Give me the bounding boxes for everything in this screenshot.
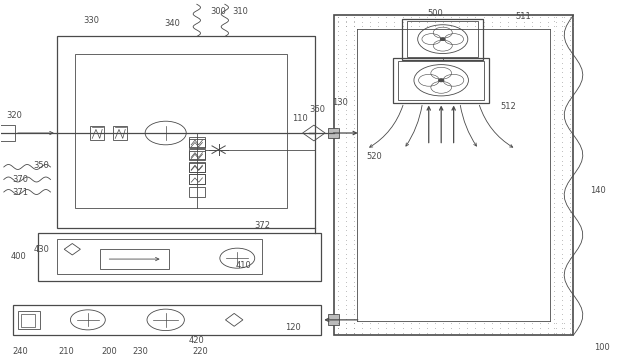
Text: 210: 210 <box>58 347 74 356</box>
Bar <box>189 149 205 159</box>
Bar <box>189 136 205 146</box>
Text: 511: 511 <box>516 12 532 21</box>
Bar <box>407 22 478 57</box>
Text: 410: 410 <box>236 261 251 270</box>
Text: 130: 130 <box>332 98 348 107</box>
Bar <box>76 54 287 208</box>
Text: 220: 220 <box>192 347 208 356</box>
Bar <box>13 305 321 335</box>
Bar <box>189 151 205 160</box>
Text: 240: 240 <box>12 347 29 356</box>
Text: 310: 310 <box>233 7 248 16</box>
Text: 200: 200 <box>102 347 117 356</box>
Bar <box>189 163 205 172</box>
Bar <box>21 314 35 327</box>
Text: 372: 372 <box>254 222 270 230</box>
Bar <box>328 314 339 325</box>
Text: 371: 371 <box>12 187 29 196</box>
Circle shape <box>439 79 444 82</box>
Bar <box>100 249 169 269</box>
Text: 330: 330 <box>83 16 99 25</box>
Text: 512: 512 <box>500 102 516 111</box>
Bar <box>189 174 205 183</box>
Text: 500: 500 <box>427 9 443 18</box>
Text: 300: 300 <box>211 7 227 16</box>
Text: 360: 360 <box>309 105 325 114</box>
Text: 520: 520 <box>366 152 382 161</box>
Bar <box>57 37 315 228</box>
Bar <box>90 126 104 140</box>
Text: 230: 230 <box>133 347 149 356</box>
Bar <box>402 19 483 60</box>
Bar <box>189 162 205 172</box>
Text: 110: 110 <box>291 114 308 123</box>
Text: 140: 140 <box>590 186 607 195</box>
Bar <box>114 126 127 140</box>
Text: 400: 400 <box>10 252 26 261</box>
Text: 340: 340 <box>164 19 180 28</box>
Bar <box>0 125 15 141</box>
Bar <box>189 139 205 148</box>
Circle shape <box>441 38 446 41</box>
Bar <box>57 238 262 274</box>
Text: 320: 320 <box>6 111 22 120</box>
Text: 430: 430 <box>33 245 49 254</box>
Bar <box>18 311 40 329</box>
Text: 120: 120 <box>285 323 301 332</box>
Text: 420: 420 <box>189 336 205 345</box>
Text: 350: 350 <box>33 161 49 170</box>
Bar <box>393 58 489 103</box>
Text: 370: 370 <box>12 175 29 184</box>
Bar <box>334 15 573 335</box>
Bar <box>398 61 484 100</box>
Bar <box>38 233 321 281</box>
Bar <box>328 128 339 138</box>
Bar <box>189 187 205 197</box>
Text: 100: 100 <box>593 343 610 352</box>
Bar <box>189 174 205 184</box>
